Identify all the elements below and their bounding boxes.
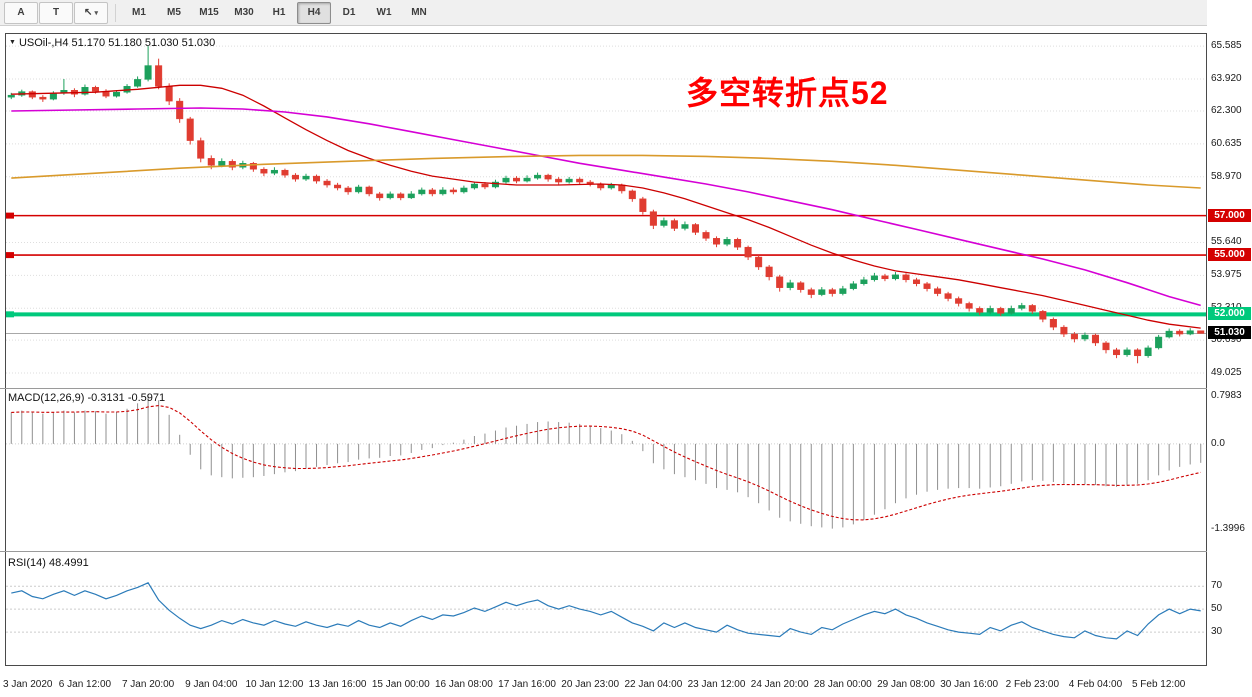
rsi-line: [11, 582, 1201, 640]
macd-axis-label: 0.0: [1211, 437, 1225, 449]
ma-medium-line: [11, 107, 1201, 307]
toolbar-button-a-tool[interactable]: A: [4, 1, 38, 24]
price-axis-label: 49.025: [1211, 367, 1242, 379]
current-price-badge: 51.030: [1208, 326, 1251, 340]
price-axis-label: 65.585: [1211, 40, 1242, 52]
time-axis-label: 2 Feb 23:00: [1005, 679, 1059, 690]
price-axis-label: 62.300: [1211, 104, 1242, 116]
time-axis-label: 10 Jan 12:00: [245, 679, 304, 690]
time-axis-label: 5 Feb 12:00: [1131, 679, 1186, 690]
time-axis[interactable]: 3 Jan 2020 6 Jan 12:00 7 Jan 20:00 9 Jan 04…: [0, 666, 1206, 697]
time-axis-label: 3 Jan 2020: [3, 679, 53, 690]
timeframe-button-mn[interactable]: MN: [402, 1, 436, 24]
rsi-axis-label: 70: [1211, 580, 1223, 592]
timeframe-button-d1[interactable]: D1: [332, 1, 366, 24]
hline-price-badge-52.000: 52.000: [1208, 307, 1251, 321]
timeframe-button-w1[interactable]: W1: [367, 1, 401, 24]
macd-signal-line: [11, 405, 1201, 521]
chevron-down-icon: ▾: [94, 9, 98, 17]
toolbar-button-text-tool[interactable]: T: [39, 1, 73, 24]
time-axis-label: 9 Jan 04:00: [185, 679, 238, 690]
toolbar: A T ↖ ▾ M1 M5 M15 M30 H1 H4 D1 W1 MN: [0, 0, 1252, 26]
macd-axis-label: 0.7983: [1211, 389, 1242, 401]
timeframe-button-m30[interactable]: M30: [227, 1, 261, 24]
time-axis-label: 20 Jan 23:00: [561, 679, 620, 690]
hline-price-badge-57.000: 57.000: [1208, 208, 1251, 222]
ma-fast-line: [11, 84, 1201, 329]
price-axis-label: 58.970: [1211, 170, 1242, 182]
annotation-text: 多空转折点52: [686, 75, 889, 111]
price-axis-label: 63.920: [1211, 72, 1242, 84]
time-axis-label: 4 Feb 04:00: [1068, 679, 1123, 690]
time-axis-label: 17 Jan 16:00: [498, 679, 556, 690]
timeframe-button-h4[interactable]: H4: [297, 1, 331, 24]
time-axis-label: 29 Jan 08:00: [877, 679, 935, 690]
macd-axis-label: -1.3996: [1211, 522, 1245, 534]
price-axis-label: 53.975: [1211, 269, 1242, 281]
price-axis-label: 60.635: [1211, 137, 1242, 149]
time-axis-label: 30 Jan 16:00: [940, 679, 999, 690]
price-axis-label: 50.690: [1211, 334, 1242, 346]
toolbar-separator: [115, 3, 116, 22]
toolbar-button-cursor-tool[interactable]: ↖ ▾: [74, 1, 108, 24]
time-axis-label: 28 Jan 00:00: [813, 679, 872, 690]
symbol-ohlc-label: USOil-,H4 51.170 51.180 51.030 51.030: [18, 37, 216, 49]
price-axis-label: 55.640: [1211, 236, 1242, 248]
timeframe-button-m15[interactable]: M15: [192, 1, 226, 24]
time-axis-label: 7 Jan 20:00: [121, 679, 175, 690]
hline-price-badge-55.000: 55.000: [1208, 248, 1251, 262]
collapse-triangle-icon[interactable]: ▼: [9, 39, 16, 46]
macd-label: MACD(12,26,9) -0.3131 -0.5971: [8, 392, 166, 404]
rsi-axis-label: 30: [1211, 626, 1223, 638]
ma-slow-line: [11, 154, 1201, 189]
rsi-axis-label: 50: [1211, 603, 1223, 615]
rsi-label: RSI(14) 48.4991: [8, 557, 89, 569]
chart-title: ▼ USOil-,H4 51.170 51.180 51.030 51.030: [9, 37, 215, 49]
timeframe-button-h1[interactable]: H1: [262, 1, 296, 24]
timeframe-button-m1[interactable]: M1: [122, 1, 156, 24]
timeframe-button-m5[interactable]: M5: [157, 1, 191, 24]
time-axis-label: 22 Jan 04:00: [624, 679, 683, 690]
price-axis[interactable]: 65.585 63.920 62.300 60.635 58.970 55.640 53.9…: [1207, 0, 1252, 665]
time-axis-label: 15 Jan 00:00: [371, 679, 430, 690]
time-axis-label: 6 Jan 12:00: [58, 679, 112, 690]
time-axis-label: 13 Jan 16:00: [308, 679, 367, 690]
time-axis-label: 16 Jan 08:00: [434, 679, 493, 690]
time-axis-label: 23 Jan 12:00: [687, 679, 746, 690]
time-axis-label: 24 Jan 20:00: [750, 679, 809, 690]
cursor-icon: ↖: [84, 7, 93, 18]
